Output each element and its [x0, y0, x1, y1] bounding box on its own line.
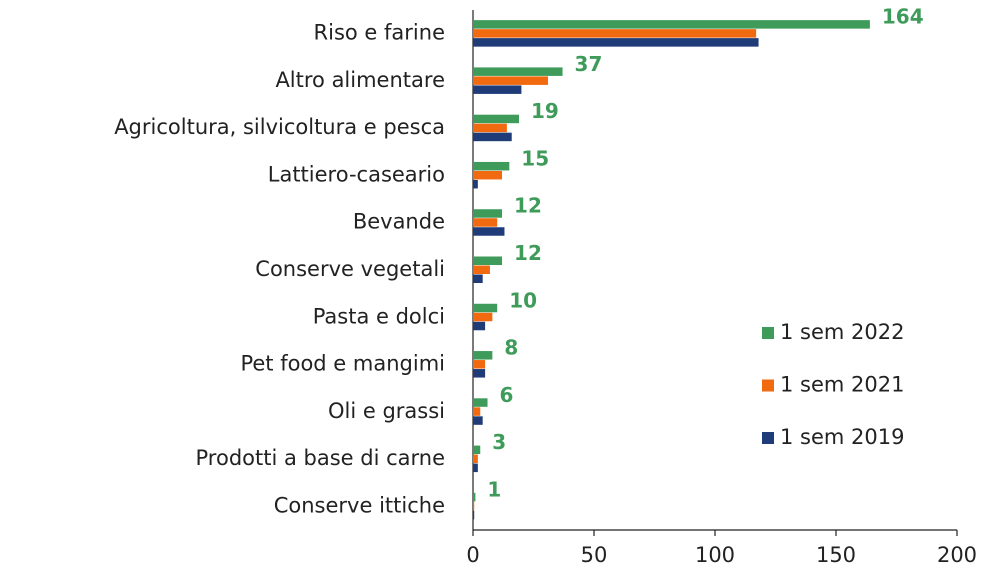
category-label: Altro alimentare — [275, 68, 445, 92]
category-label: Pasta e dolci — [313, 304, 445, 328]
legend-swatch — [762, 379, 774, 392]
bar — [473, 463, 478, 473]
bar — [473, 351, 493, 360]
data-label: 37 — [575, 52, 603, 76]
x-tick-label: 100 — [695, 543, 735, 567]
bar — [473, 179, 478, 189]
category-label: Conserve vegetali — [255, 257, 445, 281]
bar — [473, 303, 498, 313]
bar — [473, 445, 481, 455]
category-label: Agricoltura, silvicoltura e pesca — [114, 115, 445, 139]
legend-label: 1 sem 2022 — [780, 320, 904, 344]
bar — [473, 416, 483, 425]
category-label: Oli e grassi — [328, 399, 445, 423]
bar — [473, 161, 510, 171]
bar — [473, 398, 488, 407]
data-label: 15 — [521, 146, 549, 170]
bar — [473, 227, 505, 236]
bar — [473, 67, 563, 76]
bar — [473, 29, 757, 38]
bar — [473, 274, 483, 283]
bar — [473, 170, 503, 180]
category-label: Riso e farine — [314, 21, 445, 45]
data-label: 8 — [504, 336, 518, 360]
data-label: 12 — [514, 194, 542, 218]
legend-label: 1 sem 2021 — [780, 373, 904, 397]
bar — [473, 132, 512, 142]
category-label: Lattiero-caseario — [268, 162, 445, 186]
category-label: Bevande — [353, 210, 445, 234]
bar — [473, 501, 475, 511]
bar — [473, 76, 549, 85]
data-label: 1 — [487, 477, 501, 501]
x-tick-label: 50 — [581, 543, 608, 567]
bar — [473, 114, 519, 124]
bar — [473, 369, 486, 378]
bar — [473, 265, 490, 274]
bar — [473, 20, 870, 29]
bar — [473, 209, 503, 218]
bar — [473, 38, 759, 47]
category-label: Conserve ittiche — [274, 493, 445, 517]
data-label: 6 — [500, 383, 514, 407]
x-tick-label: 150 — [816, 543, 856, 567]
data-label: 164 — [882, 5, 924, 29]
data-label: 19 — [531, 99, 559, 123]
category-label: Prodotti a base di carne — [196, 446, 446, 470]
bar — [473, 492, 476, 502]
data-label: 12 — [514, 241, 542, 265]
legend-swatch — [762, 327, 774, 339]
bar — [473, 454, 478, 464]
legend-swatch — [762, 432, 774, 444]
bar — [473, 510, 475, 520]
legend-label: 1 sem 2019 — [780, 425, 904, 449]
bar — [473, 312, 493, 322]
x-tick-label: 0 — [466, 543, 479, 567]
bar — [473, 218, 498, 227]
category-label: Pet food e mangimi — [240, 352, 445, 376]
bar — [473, 407, 481, 416]
bar — [473, 123, 507, 133]
bar — [473, 321, 486, 331]
data-label: 10 — [509, 288, 537, 312]
x-tick-label: 200 — [937, 543, 977, 567]
bar — [473, 360, 486, 369]
bar — [473, 256, 503, 265]
bar — [473, 85, 522, 94]
data-label: 3 — [492, 430, 506, 454]
